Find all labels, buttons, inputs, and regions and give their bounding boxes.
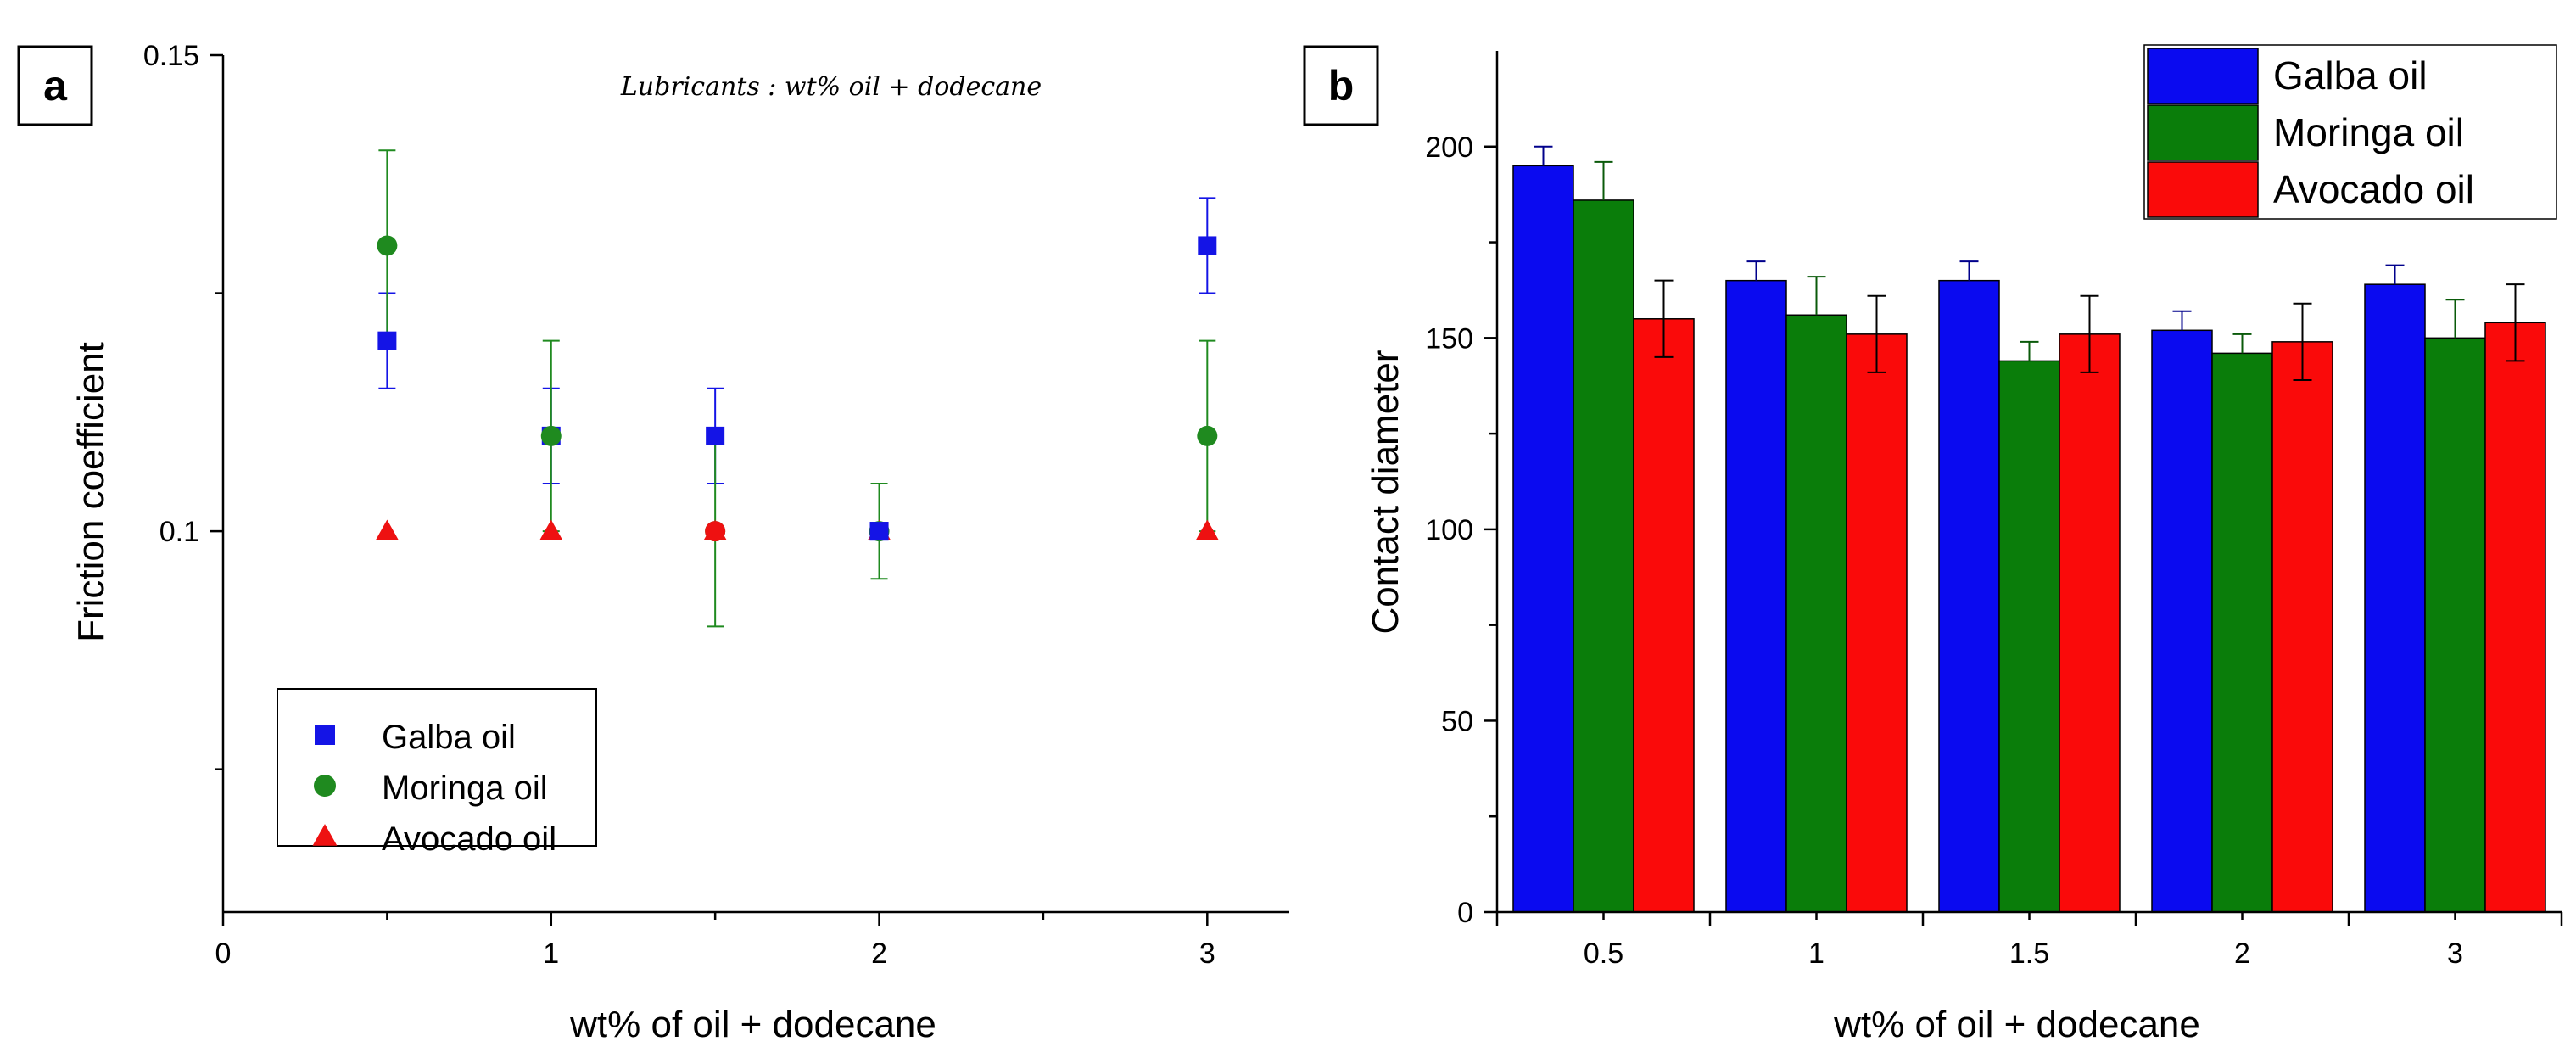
panel-b-bar-galba-oil — [1725, 279, 1787, 913]
panel-b-bar-galba-oil — [2364, 283, 2426, 913]
panel-b-bar-galba-oil — [2151, 329, 2213, 913]
panel-b-error-bar — [2172, 310, 2192, 331]
panel-b-error-bar — [1746, 260, 1766, 281]
panel-b-label-box — [1303, 45, 1379, 126]
panel-a-point-galba-oil — [1198, 236, 1217, 255]
panel-a-point-avocado-oil — [1196, 519, 1219, 540]
panel-a-point-avocado-oil — [539, 519, 562, 540]
panel-b-bar-moringa-oil — [2211, 352, 2273, 913]
panel-b-bar-moringa-oil — [1998, 360, 2060, 913]
panel-b-legend-swatch-galba-oil — [2147, 48, 2259, 104]
panel-b-bar-moringa-oil — [1573, 199, 1634, 913]
panel-a-legend-box — [277, 688, 597, 847]
panel-b-x-tick-label: 3 — [2447, 938, 2463, 970]
panel-a-x-tick-label: 3 — [1199, 938, 1215, 970]
panel-b-bar-galba-oil — [1938, 279, 2000, 913]
panel-a-y-tick-label: 0.1 — [159, 516, 199, 548]
panel-a-legend-label: Moringa oil — [382, 770, 548, 807]
panel-b-x-tick-label: 2 — [2234, 938, 2250, 970]
panel-a-legend-marker-moringa-oil — [314, 775, 336, 797]
panel-a-point-avocado-oil — [376, 519, 399, 540]
panel-a-ticks: 0 1 2 3 0.1 0.15 — [143, 40, 1215, 970]
panel-b-contact-diameter-chart: b 0 50 100 150 200 0.5 1 1.5 2 3 wt% of oil + dod… — [1303, 44, 2563, 1045]
panel-a-y-axis-title: Friction coefficient — [70, 342, 112, 642]
panel-a-point-moringa-oil — [540, 425, 562, 446]
panel-a-x-tick-label: 1 — [543, 938, 559, 970]
panel-b-legend-label: Galba oil — [2273, 53, 2428, 98]
panel-b-error-bar — [2293, 302, 2312, 381]
panel-a-label-box — [17, 45, 93, 126]
panel-a-point-galba-oil — [706, 426, 725, 445]
panel-b-legend-swatch-moringa-oil — [2147, 104, 2259, 161]
panel-a-legend: Galba oil Moringa oil Avocado oil — [277, 688, 597, 858]
panel-b-error-bar — [1594, 160, 1613, 200]
panel-b-letter: b — [1328, 62, 1355, 109]
panel-a-error-bars — [378, 149, 1216, 628]
panel-a-friction-chart: a 0 1 2 3 0.1 0.15 Lubricants : wt% oil + dod… — [17, 40, 1289, 1045]
panel-b-x-tick-label: 1.5 — [2009, 938, 2049, 970]
panel-a-annotation: Lubricants : wt% oil + dodecane — [620, 72, 1042, 102]
panel-a-point-avocado-oil-overlap — [705, 521, 726, 542]
panel-b-bar-galba-oil — [1512, 165, 1574, 913]
panel-b-y-tick-label: 200 — [1425, 132, 1473, 164]
panel-b-error-bar — [1534, 145, 1553, 166]
panel-b-error-bar — [2020, 340, 2039, 361]
panel-b-error-bar — [1807, 276, 1826, 316]
panel-b-error-bar — [2506, 283, 2525, 362]
panel-b-legend-box — [2143, 44, 2557, 220]
panel-a-y-tick-label: 0.15 — [143, 40, 199, 72]
panel-b-bar-moringa-oil — [2424, 337, 2486, 913]
panel-a-legend-label: Avocado oil — [382, 820, 556, 858]
panel-b-legend-label: Moringa oil — [2273, 110, 2464, 154]
panel-b-y-tick-label: 150 — [1425, 322, 1473, 355]
panel-a-point-galba-oil-overlap — [869, 522, 889, 541]
panel-b-bar-moringa-oil — [1785, 314, 1847, 913]
panel-b-error-bar — [2385, 264, 2405, 285]
panel-b-y-tick-label: 100 — [1425, 514, 1473, 546]
panel-a-legend-marker-galba-oil — [315, 725, 335, 745]
panel-a-point-moringa-oil — [1197, 425, 1218, 446]
panel-b-legend: Galba oil Moringa oil Avocado oil — [2143, 44, 2557, 220]
panel-b-y-tick-label: 50 — [1441, 705, 1473, 737]
panel-b-bar-avocado-oil — [2271, 341, 2333, 913]
panel-a-legend-label: Galba oil — [382, 719, 516, 756]
panel-b-legend-swatch-avocado-oil — [2147, 161, 2259, 218]
panel-a-legend-marker-avocado-oil — [312, 824, 338, 846]
panel-b-error-bar — [2232, 333, 2252, 354]
panel-a-point-galba-oil — [377, 331, 397, 350]
panel-b-error-bars — [1534, 145, 2525, 381]
panel-b-bar-avocado-oil — [2484, 322, 2546, 913]
panel-b-error-bar — [1867, 294, 1886, 373]
panel-b-x-tick-label: 1 — [1808, 938, 1824, 970]
panel-b-y-axis-title: Contact diameter — [1365, 350, 1406, 634]
panel-b-x-tick-label: 0.5 — [1584, 938, 1623, 970]
panel-a-data-points — [376, 235, 1219, 542]
panel-a-point-moringa-oil — [377, 235, 398, 256]
panel-b-bar-avocado-oil — [1846, 333, 1908, 913]
panel-b-ticks: 0 50 100 150 200 0.5 1 1.5 2 3 — [1425, 132, 2563, 970]
panel-b-x-axis-title: wt% of oil + dodecane — [1833, 1004, 2200, 1045]
panel-b-bars — [1512, 165, 2546, 913]
panel-a-x-tick-label: 2 — [871, 938, 887, 970]
panel-b-error-bar — [1654, 279, 1674, 358]
panel-a-letter: a — [43, 62, 68, 109]
panel-a-x-tick-label: 0 — [215, 938, 232, 970]
panel-b-error-bar — [2080, 294, 2099, 373]
panel-b-y-tick-label: 0 — [1457, 897, 1473, 929]
panel-b-bar-avocado-oil — [1633, 318, 1695, 913]
panel-b-error-bar — [2445, 299, 2465, 339]
panel-b-bar-avocado-oil — [2059, 333, 2121, 913]
panel-b-error-bar — [1959, 260, 1979, 281]
panel-b-legend-label: Avocado oil — [2273, 167, 2474, 211]
panel-a-x-axis-title: wt% of oil + dodecane — [569, 1004, 936, 1045]
